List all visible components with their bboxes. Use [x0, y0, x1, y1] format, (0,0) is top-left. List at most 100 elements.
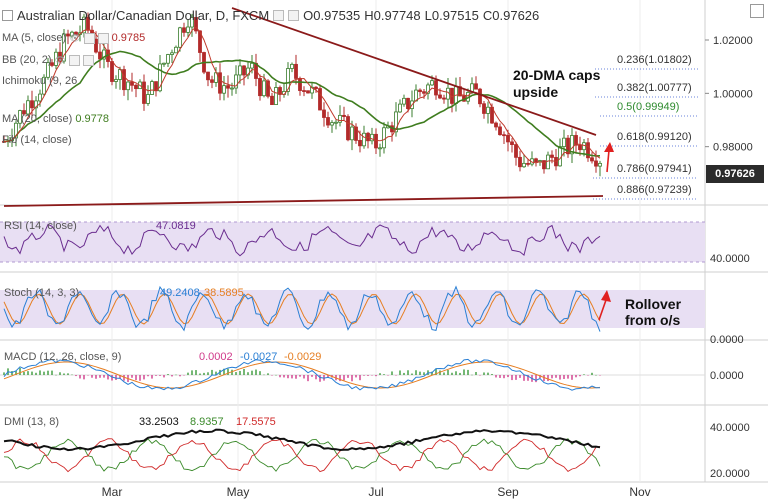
candle-body [590, 157, 594, 162]
dmi-axis-top: 40.0000 [710, 422, 750, 434]
macd-histogram-bar [499, 375, 501, 378]
macd-histogram-bar [291, 375, 293, 379]
eye-icon[interactable]: 👁 [54, 54, 66, 65]
collapse-icon[interactable] [2, 10, 13, 21]
macd-histogram-bar [451, 372, 453, 375]
candle-body [230, 87, 234, 90]
macd-signal-line [3, 361, 601, 389]
legend-fib[interactable]: Fib (14, close) [2, 134, 72, 146]
macd-histogram-bar [275, 374, 277, 376]
macd-histogram-bar [567, 375, 569, 379]
close-icon[interactable] [288, 10, 300, 21]
macd-histogram-bar [407, 370, 409, 375]
candle-body [70, 31, 74, 37]
close-icon[interactable] [97, 32, 109, 44]
macd-histogram-bar [523, 375, 525, 381]
macd-histogram-bar [239, 370, 241, 375]
macd-histogram-bar [403, 372, 405, 375]
legend-ma5-value: 0.9785 [111, 32, 146, 44]
macd-histogram-bar [183, 375, 185, 376]
macd-histogram-bar [31, 371, 33, 375]
candle-body [226, 85, 230, 89]
macd-histogram-bar [295, 375, 297, 379]
candle-body [222, 85, 226, 94]
rsi-value: 47.0819 [156, 220, 196, 232]
macd-histogram-bar [155, 375, 157, 376]
candle-body [526, 162, 530, 165]
symbol-title: Australian Dollar/Canadian Dollar, D, FX… [17, 8, 270, 23]
candle-body [38, 93, 42, 102]
macd-histogram-bar [547, 375, 549, 382]
candle-body [134, 84, 138, 90]
dmi-plus-line [3, 438, 601, 472]
candle-body [342, 114, 346, 117]
annotation-dma-line2: upside [513, 84, 558, 100]
candle-body [498, 126, 502, 136]
settings-icon[interactable] [273, 10, 285, 21]
ma5-line [3, 26, 601, 164]
legend-ma5-label: MA (5, close) [2, 32, 67, 44]
legend-ichimoku-label: Ichimoku (9, 26 [2, 75, 78, 87]
candle-body [146, 94, 150, 104]
macd-histogram-bar [491, 373, 493, 375]
chart-menu-button[interactable] [750, 4, 764, 18]
candle-body [162, 62, 166, 65]
legend-ma20[interactable]: MA (20, close) 0.9778 [2, 113, 109, 125]
candle-body [542, 160, 546, 170]
candle-body [118, 69, 122, 80]
candle-body [258, 78, 262, 97]
macd-histogram-bar [391, 371, 393, 375]
candle-body [378, 147, 382, 150]
macd-histogram-bar [287, 375, 289, 379]
macd-histogram-bar [15, 370, 17, 375]
macd-histogram-bar [211, 369, 213, 375]
lower-trendline [3, 195, 604, 207]
macd-histogram-bar [347, 375, 349, 378]
macd-histogram-bar [479, 375, 481, 376]
dmi-minus-line [3, 438, 601, 473]
macd-histogram-bar [471, 374, 473, 376]
upper-trendline [231, 7, 597, 136]
candle-body [126, 81, 130, 91]
candle-body [502, 134, 506, 137]
macd-histogram-bar [487, 372, 489, 375]
dmi-minus-value: 17.5575 [236, 416, 276, 428]
candle-body [334, 121, 338, 124]
candle-body [194, 17, 198, 32]
legend-bb[interactable]: BB (20, 2) 👁 [2, 54, 94, 66]
candle-body [186, 26, 190, 33]
candle-body [210, 79, 214, 83]
candle-body [262, 80, 266, 97]
legend-ma20-value: 0.9778 [75, 113, 109, 125]
candle-body [242, 65, 246, 76]
legend-ma5[interactable]: MA (5, close) 👁 0.9785 [2, 32, 145, 44]
eye-icon[interactable]: 👁 [69, 32, 81, 43]
macd-histogram-bar [227, 368, 229, 375]
macd-histogram-bar [175, 374, 177, 376]
fib-label: 0.618(0.99120) [617, 131, 692, 143]
macd-histogram-bar [475, 371, 477, 375]
candle-body [122, 69, 126, 91]
fib-label: 0.886(0.97239) [617, 184, 692, 196]
macd-histogram-bar [91, 375, 93, 378]
macd-histogram-bar [543, 375, 545, 382]
candle-body [314, 86, 318, 89]
candle-body [158, 63, 162, 92]
settings-icon[interactable] [83, 32, 95, 44]
macd-histogram-bar [359, 375, 361, 381]
legend-ichimoku[interactable]: Ichimoku (9, 26 [2, 75, 77, 87]
macd-histogram-bar [387, 375, 389, 376]
candle-body [374, 133, 378, 149]
macd-histogram-bar [179, 375, 181, 377]
price-tick-label: 1.02000 [713, 35, 753, 47]
macd-histogram-bar [3, 372, 5, 375]
macd-histogram-bar [159, 375, 161, 376]
settings-icon[interactable] [68, 54, 80, 66]
x-tick-label: Nov [629, 485, 650, 499]
candle-body [58, 51, 62, 62]
close-icon[interactable] [82, 54, 94, 66]
candle-body [274, 87, 278, 106]
candle-body [278, 87, 282, 95]
macd-histogram-bar [595, 374, 597, 376]
macd-histogram-bar [95, 375, 97, 379]
